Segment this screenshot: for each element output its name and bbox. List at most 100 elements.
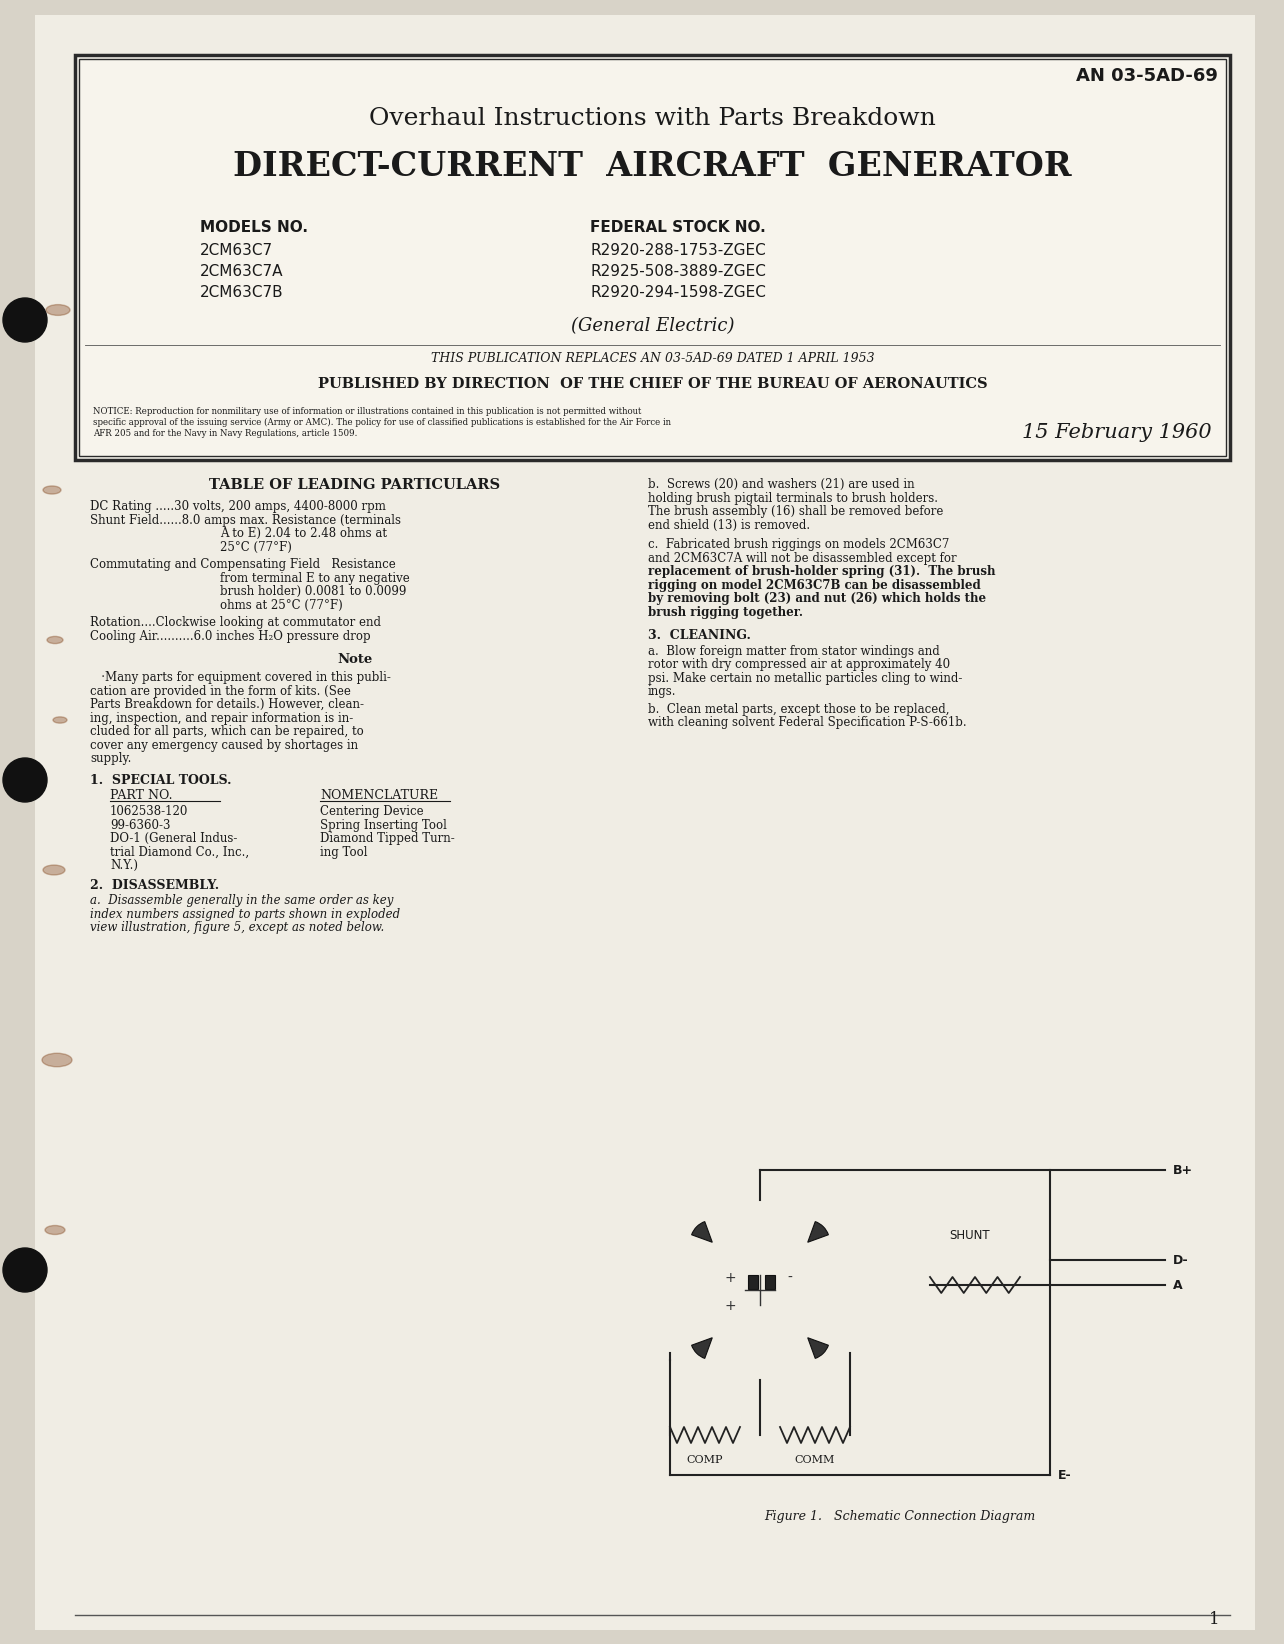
- Text: cluded for all parts, which can be repaired, to: cluded for all parts, which can be repai…: [90, 725, 363, 738]
- Text: Overhaul Instructions with Parts Breakdown: Overhaul Instructions with Parts Breakdo…: [369, 107, 936, 130]
- Bar: [74, 54, 1230, 460]
- Text: Diamond Tipped Turn-: Diamond Tipped Turn-: [320, 832, 455, 845]
- Text: SHUNT: SHUNT: [950, 1230, 990, 1241]
- Text: Commutating and Compensating Field   Resistance: Commutating and Compensating Field Resis…: [90, 557, 395, 570]
- Text: Cooling Air..........6.0 inches H₂O pressure drop: Cooling Air..........6.0 inches H₂O pres…: [90, 630, 371, 643]
- Ellipse shape: [48, 636, 63, 643]
- Text: R2925-508-3889-ZGEC: R2925-508-3889-ZGEC: [591, 265, 765, 279]
- Text: holding brush pigtail terminals to brush holders.: holding brush pigtail terminals to brush…: [648, 492, 939, 505]
- Text: a.  Blow foreign matter from stator windings and: a. Blow foreign matter from stator windi…: [648, 644, 940, 658]
- Text: E-: E-: [1058, 1468, 1072, 1481]
- Text: 2CM63C7B: 2CM63C7B: [200, 284, 284, 299]
- Text: ing Tool: ing Tool: [320, 845, 367, 858]
- Bar: [749, 1276, 758, 1289]
- Text: 15 February 1960: 15 February 1960: [1022, 423, 1212, 442]
- Text: Rotation....Clockwise looking at commutator end: Rotation....Clockwise looking at commuta…: [90, 616, 381, 630]
- Text: -: -: [787, 1271, 792, 1286]
- Text: 1062538-120: 1062538-120: [110, 806, 189, 819]
- Text: COMM: COMM: [795, 1455, 835, 1465]
- Text: specific approval of the issuing service (Army or AMC). The policy for use of cl: specific approval of the issuing service…: [92, 418, 672, 427]
- Text: ing, inspection, and repair information is in-: ing, inspection, and repair information …: [90, 712, 353, 725]
- Text: AFR 205 and for the Navy in Navy Regulations, article 1509.: AFR 205 and for the Navy in Navy Regulat…: [92, 429, 357, 437]
- Text: Parts Breakdown for details.) However, clean-: Parts Breakdown for details.) However, c…: [90, 699, 363, 710]
- Text: THIS PUBLICATION REPLACES AN 03-5AD-69 DATED 1 APRIL 1953: THIS PUBLICATION REPLACES AN 03-5AD-69 D…: [430, 352, 874, 365]
- Text: supply.: supply.: [90, 751, 131, 764]
- Text: 1: 1: [1210, 1611, 1220, 1628]
- Text: D-: D-: [1174, 1253, 1189, 1266]
- Circle shape: [3, 298, 48, 342]
- Text: COMP: COMP: [687, 1455, 723, 1465]
- Text: rigging on model 2CM63C7B can be disassembled: rigging on model 2CM63C7B can be disasse…: [648, 579, 981, 592]
- Text: 3.  CLEANING.: 3. CLEANING.: [648, 630, 751, 643]
- Circle shape: [3, 758, 48, 802]
- Text: by removing bolt (23) and nut (26) which holds the: by removing bolt (23) and nut (26) which…: [648, 592, 986, 605]
- Text: FEDERAL STOCK NO.: FEDERAL STOCK NO.: [591, 220, 765, 235]
- Circle shape: [3, 1248, 48, 1292]
- Text: index numbers assigned to parts shown in exploded: index numbers assigned to parts shown in…: [90, 907, 401, 921]
- Text: brush holder) 0.0081 to 0.0099: brush holder) 0.0081 to 0.0099: [220, 585, 406, 598]
- Wedge shape: [692, 1221, 713, 1243]
- Text: psi. Make certain no metallic particles cling to wind-: psi. Make certain no metallic particles …: [648, 671, 963, 684]
- Text: ings.: ings.: [648, 686, 677, 699]
- Text: ·Many parts for equipment covered in this publi-: ·Many parts for equipment covered in thi…: [90, 671, 390, 684]
- Text: AN 03-5AD-69: AN 03-5AD-69: [1076, 67, 1219, 85]
- Text: 2CM63C7: 2CM63C7: [200, 243, 273, 258]
- Text: with cleaning solvent Federal Specification P-S-661b.: with cleaning solvent Federal Specificat…: [648, 717, 967, 728]
- Text: cation are provided in the form of kits. (See: cation are provided in the form of kits.…: [90, 684, 351, 697]
- Text: 2.  DISASSEMBLY.: 2. DISASSEMBLY.: [90, 878, 220, 891]
- Text: MODELS NO.: MODELS NO.: [200, 220, 308, 235]
- Text: 2CM63C7A: 2CM63C7A: [200, 265, 284, 279]
- Text: 25°C (77°F): 25°C (77°F): [220, 541, 291, 554]
- Text: b.  Screws (20) and washers (21) are used in: b. Screws (20) and washers (21) are used…: [648, 478, 914, 492]
- Ellipse shape: [46, 304, 71, 316]
- Text: rotor with dry compressed air at approximately 40: rotor with dry compressed air at approxi…: [648, 658, 950, 671]
- Bar: [765, 1276, 776, 1289]
- Ellipse shape: [45, 1225, 65, 1235]
- Text: 99-6360-3: 99-6360-3: [110, 819, 171, 832]
- Text: from terminal E to any negative: from terminal E to any negative: [220, 572, 410, 585]
- Text: NOMENCLATURE: NOMENCLATURE: [320, 789, 438, 802]
- Text: Shunt Field......8.0 amps max. Resistance (terminals: Shunt Field......8.0 amps max. Resistanc…: [90, 513, 401, 526]
- Text: and 2CM63C7A will not be disassembled except for: and 2CM63C7A will not be disassembled ex…: [648, 551, 957, 564]
- Text: Note: Note: [338, 653, 372, 666]
- Text: end shield (13) is removed.: end shield (13) is removed.: [648, 518, 810, 531]
- Text: Centering Device: Centering Device: [320, 806, 424, 819]
- Text: DC Rating .....30 volts, 200 amps, 4400-8000 rpm: DC Rating .....30 volts, 200 amps, 4400-…: [90, 500, 386, 513]
- Text: (General Electric): (General Electric): [571, 317, 734, 335]
- Ellipse shape: [53, 717, 67, 723]
- Text: DO-1 (General Indus-: DO-1 (General Indus-: [110, 832, 238, 845]
- Text: trial Diamond Co., Inc.,: trial Diamond Co., Inc.,: [110, 845, 249, 858]
- Text: c.  Fabricated brush riggings on models 2CM63C7: c. Fabricated brush riggings on models 2…: [648, 538, 949, 551]
- Text: PUBLISHED BY DIRECTION  OF THE CHIEF OF THE BUREAU OF AERONAUTICS: PUBLISHED BY DIRECTION OF THE CHIEF OF T…: [317, 376, 987, 391]
- Text: brush rigging together.: brush rigging together.: [648, 605, 802, 618]
- Text: R2920-288-1753-ZGEC: R2920-288-1753-ZGEC: [591, 243, 765, 258]
- Text: replacement of brush-holder spring (31).  The brush: replacement of brush-holder spring (31).…: [648, 566, 995, 579]
- Text: NOTICE: Reproduction for nonmilitary use of information or illustrations contain: NOTICE: Reproduction for nonmilitary use…: [92, 408, 642, 416]
- Text: DIRECT-CURRENT  AIRCRAFT  GENERATOR: DIRECT-CURRENT AIRCRAFT GENERATOR: [234, 150, 1072, 182]
- Text: Spring Inserting Tool: Spring Inserting Tool: [320, 819, 447, 832]
- Text: +: +: [724, 1299, 736, 1314]
- Text: TABLE OF LEADING PARTICULARS: TABLE OF LEADING PARTICULARS: [209, 478, 501, 492]
- Ellipse shape: [42, 487, 62, 495]
- Text: A: A: [1174, 1279, 1183, 1292]
- Wedge shape: [808, 1221, 828, 1243]
- Text: cover any emergency caused by shortages in: cover any emergency caused by shortages …: [90, 738, 358, 751]
- Text: 1.  SPECIAL TOOLS.: 1. SPECIAL TOOLS.: [90, 773, 231, 786]
- Text: N.Y.): N.Y.): [110, 860, 137, 871]
- Text: ohms at 25°C (77°F): ohms at 25°C (77°F): [220, 598, 343, 612]
- Text: +: +: [724, 1271, 736, 1286]
- Text: B+: B+: [1174, 1164, 1193, 1177]
- Ellipse shape: [42, 865, 65, 875]
- Wedge shape: [808, 1338, 828, 1358]
- Text: The brush assembly (16) shall be removed before: The brush assembly (16) shall be removed…: [648, 505, 944, 518]
- Text: A to E) 2.04 to 2.48 ohms at: A to E) 2.04 to 2.48 ohms at: [220, 528, 386, 539]
- Text: R2920-294-1598-ZGEC: R2920-294-1598-ZGEC: [591, 284, 765, 299]
- Wedge shape: [692, 1338, 713, 1358]
- Text: a.  Disassemble generally in the same order as key: a. Disassemble generally in the same ord…: [90, 894, 393, 907]
- Text: PART NO.: PART NO.: [110, 789, 172, 802]
- Ellipse shape: [42, 1054, 72, 1067]
- Bar: [80, 59, 1226, 455]
- Text: view illustration, figure 5, except as noted below.: view illustration, figure 5, except as n…: [90, 921, 384, 934]
- Text: b.  Clean metal parts, except those to be replaced,: b. Clean metal parts, except those to be…: [648, 702, 949, 715]
- Text: Figure 1.   Schematic Connection Diagram: Figure 1. Schematic Connection Diagram: [764, 1509, 1036, 1522]
